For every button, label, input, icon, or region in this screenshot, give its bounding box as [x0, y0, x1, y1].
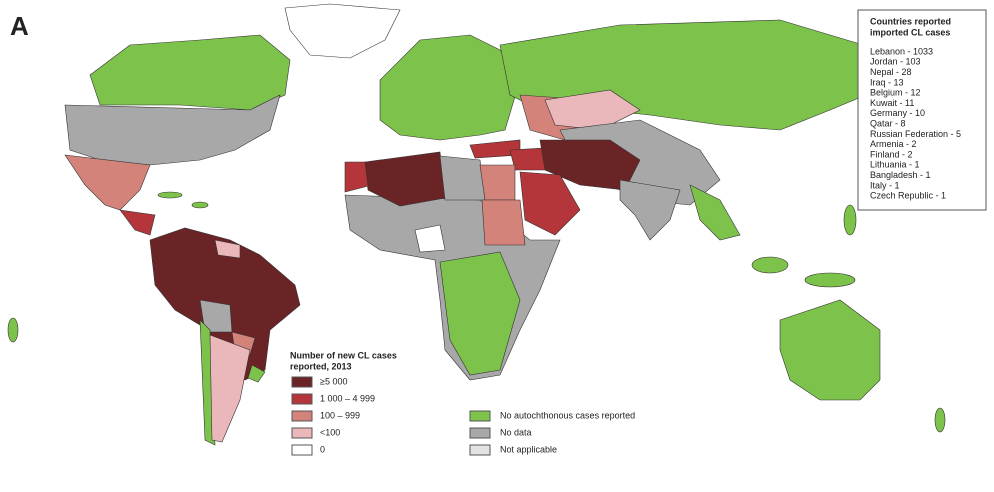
box-entry: Kuwait - 11	[870, 98, 914, 108]
legend-label: <100	[320, 427, 340, 437]
box-title: Countries reported	[870, 16, 951, 26]
box-entry: Bangladesh - 1	[870, 170, 931, 180]
legend-swatch	[469, 444, 491, 456]
world-map	[7, 3, 946, 446]
legend-label: 100 – 999	[320, 410, 360, 420]
legend-swatch	[291, 410, 313, 422]
legend-swatch	[469, 410, 491, 422]
box-entry: Jordan - 103	[870, 57, 921, 67]
legend-label: No data	[500, 427, 532, 437]
legend-label: ≥5 000	[320, 376, 347, 386]
box-entry: Finland - 2	[870, 149, 913, 159]
box-entry: Czech Republic - 1	[870, 191, 946, 201]
box-entry: Belgium - 12	[870, 88, 921, 98]
legend-swatch	[469, 427, 491, 439]
panel-label: A	[10, 11, 29, 41]
legend-label: No autochthonous cases reported	[500, 410, 635, 420]
box-entry: Iraq - 13	[870, 77, 904, 87]
legend-swatch	[291, 444, 313, 456]
box-entry: Lithuania - 1	[870, 160, 920, 170]
legend-swatch	[291, 393, 313, 405]
legend-label: 0	[320, 444, 325, 454]
box-entry: Italy - 1	[870, 180, 900, 190]
box-entry: Russian Federation - 5	[870, 129, 961, 139]
legend-swatch	[291, 376, 313, 388]
box-entry: Lebanon - 1033	[870, 46, 933, 56]
box-entry: Armenia - 2	[870, 139, 917, 149]
imported-box	[857, 9, 987, 211]
legend-label: 1 000 – 4 999	[320, 393, 375, 403]
box-title: imported CL cases	[870, 27, 950, 37]
box-entry: Nepal - 28	[870, 67, 912, 77]
legend-title: reported, 2013	[290, 361, 352, 371]
legend-label: Not applicable	[500, 444, 557, 454]
legend-swatch	[291, 427, 313, 439]
box-entry: Germany - 10	[870, 108, 925, 118]
box-entry: Qatar - 8	[870, 118, 906, 128]
legend-title: Number of new CL cases	[290, 350, 397, 360]
